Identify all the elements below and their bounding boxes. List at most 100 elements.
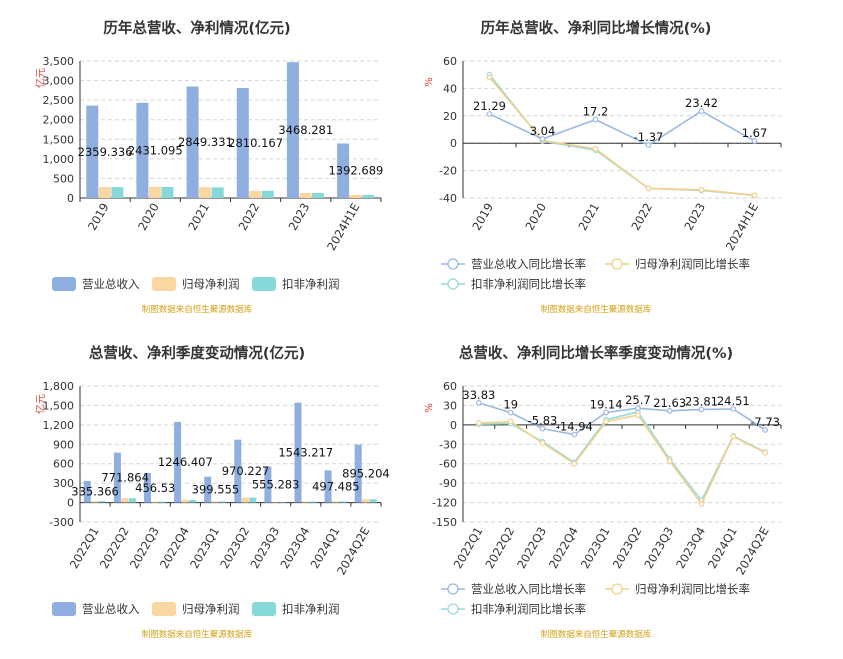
data-label: 2359.336: [78, 145, 133, 159]
y-tick-label: -60: [439, 458, 457, 471]
legend-label-3: 扣非净利润: [282, 277, 340, 291]
point-1: [592, 116, 599, 123]
y-tick-label: 0: [67, 497, 74, 510]
data-label: 23.42: [685, 96, 718, 110]
data-label: 970.227: [222, 464, 270, 478]
bar-2: [241, 497, 249, 503]
y-tick-label: -150: [432, 516, 457, 529]
y-tick-label: -90: [439, 477, 457, 490]
bar-3: [309, 501, 317, 503]
point-2: [486, 74, 493, 81]
bar-1: [86, 105, 99, 198]
bar-2: [332, 501, 340, 503]
data-label: 1543.217: [278, 446, 333, 460]
chart-title: 历年总营收、净利情况(亿元): [103, 19, 290, 37]
point-1: [645, 142, 652, 149]
y-tick-label: 30: [443, 399, 457, 412]
series-line-2: [488, 76, 755, 197]
point-2: [571, 460, 578, 467]
unit-label: 亿元: [34, 394, 47, 414]
chart-title: 总营收、净利同比增长率季度变动情况(%): [459, 344, 733, 362]
bar-2: [349, 194, 362, 198]
legend-swatch-2: [152, 277, 176, 291]
bar-3: [161, 187, 174, 198]
legend-marker-3: [447, 278, 459, 290]
bar-3: [279, 502, 287, 503]
x-tick-label: 2020: [135, 201, 162, 233]
y-tick-label: -20: [439, 165, 457, 178]
data-label: 24.51: [717, 394, 750, 408]
y-tick-label: 3,500: [43, 55, 75, 68]
data-label: 1.67: [742, 126, 768, 140]
bar-3: [111, 187, 124, 198]
bar-2: [271, 501, 279, 503]
x-tick-label: 2023: [681, 201, 708, 233]
x-tick-label: 2022Q2: [482, 525, 517, 572]
bar-1: [286, 62, 299, 199]
data-label: 2849.331: [178, 135, 233, 149]
chart-panel-2: 历年总营收、净利同比增长情况(%)% -40 -20 0 20 40 60 2019 2020 2…: [424, 19, 782, 315]
legend: 营业总收入 归母净利润 扣非净利润: [52, 277, 340, 291]
point-1: [539, 425, 546, 432]
data-label: 555.283: [252, 478, 300, 492]
data-label: 21.63: [653, 396, 686, 410]
bar-3: [189, 499, 197, 503]
y-tick-label: 300: [53, 477, 74, 490]
data-label: 3.04: [530, 124, 556, 138]
point-1: [486, 111, 493, 117]
y-tick-label: -30: [439, 438, 457, 451]
point-1: [507, 409, 514, 416]
point-1: [476, 400, 482, 406]
legend-swatch-2: [152, 602, 176, 616]
legend-label-3: 扣非净利润同比增长率: [471, 277, 586, 291]
bar-1: [264, 466, 272, 503]
data-label: 335.366: [71, 485, 119, 499]
bar-2: [98, 187, 111, 198]
y-tick-label: 0: [450, 137, 457, 150]
point-2: [592, 145, 599, 152]
bar-1: [186, 86, 199, 198]
bar-3: [312, 193, 324, 198]
x-tick-label: 2023Q3: [641, 525, 676, 572]
data-label: 2431.095: [128, 143, 183, 157]
point-2: [666, 458, 673, 465]
point-2: [751, 192, 758, 199]
chart-panel-1: 历年总营收、净利情况(亿元) 亿元 0 500 1,000 1,500 2,000 2,500…: [34, 19, 383, 315]
source-note: 制图数据来自恒生聚源数据库: [142, 629, 253, 640]
legend-swatch-1: [52, 277, 76, 291]
legend-label-2: 归母净利润同比增长率: [635, 257, 750, 271]
bar-3: [249, 497, 257, 503]
bar-3: [362, 194, 375, 198]
point-2: [762, 449, 768, 456]
y-tick-label: 1,500: [43, 399, 75, 412]
y-tick-label: 1,800: [43, 380, 75, 393]
legend-label-1: 营业总收入同比增长率: [471, 257, 586, 271]
point-1: [539, 136, 546, 142]
source-note: 制图数据来自恒生聚源数据库: [541, 304, 652, 315]
y-tick-label: -40: [439, 192, 457, 205]
bar-3: [369, 499, 377, 503]
data-label: 3468.281: [278, 123, 333, 137]
bar-2: [249, 190, 262, 198]
y-tick-label: 600: [53, 458, 74, 471]
y-tick-label: 60: [443, 55, 457, 68]
bar-1: [204, 476, 212, 503]
bar-2: [211, 501, 219, 503]
point-1: [698, 406, 705, 413]
bar-3: [159, 501, 166, 503]
legend-label-3: 扣非净利润: [282, 602, 340, 616]
point-2: [603, 418, 609, 425]
bar-1: [174, 421, 182, 503]
bar-2: [199, 187, 212, 198]
bar-1: [294, 402, 302, 503]
series-line-2: [478, 414, 766, 506]
x-tick-label: 2024H1E: [723, 201, 761, 253]
bar-3: [211, 187, 224, 198]
y-tick-label: 3,000: [43, 75, 75, 88]
data-label: 21.29: [473, 99, 506, 113]
point-1: [666, 407, 673, 414]
point-1: [762, 427, 768, 433]
